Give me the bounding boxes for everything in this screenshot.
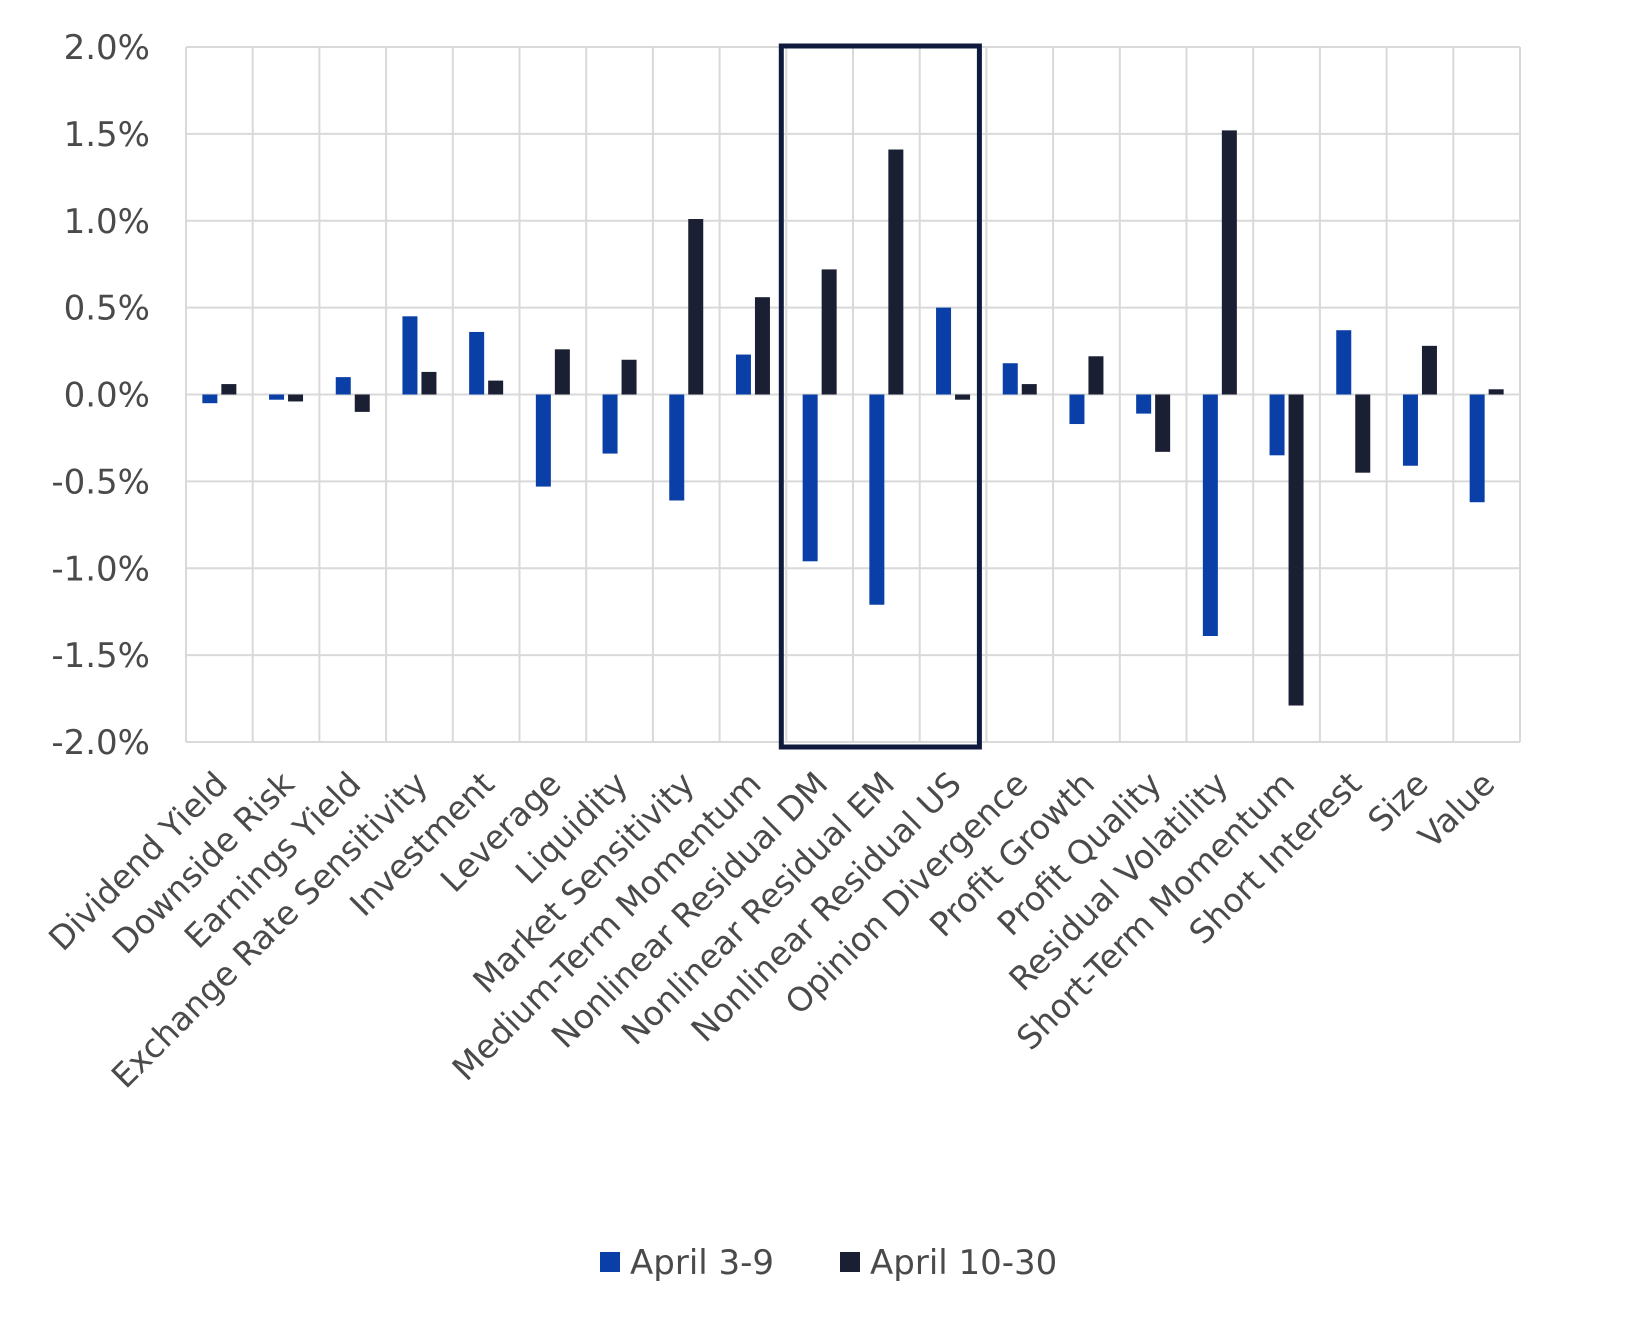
bar-series-2 (421, 371, 437, 395)
bar-series-2 (221, 384, 237, 395)
y-tick-label: 2.0% (64, 28, 150, 68)
bar-series-1 (1069, 394, 1085, 425)
y-tick-label: 0.0% (64, 376, 150, 416)
y-tick-label: -1.5% (51, 636, 150, 676)
legend-label: April 10-30 (870, 1243, 1057, 1283)
bar-series-2 (955, 394, 971, 400)
bar-series-1 (335, 377, 351, 395)
bar-series-2 (1088, 356, 1104, 395)
bar-series-2 (821, 269, 837, 395)
bar-series-1 (1202, 394, 1218, 637)
bar-series-1 (1002, 363, 1018, 395)
bar-series-1 (402, 316, 418, 395)
bar-series-1 (1269, 394, 1285, 456)
bar-series-2 (1288, 394, 1304, 706)
y-tick-label: 0.5% (64, 289, 150, 329)
bar-series-2 (621, 359, 637, 395)
bar-series-2 (288, 394, 304, 402)
bar-series-1 (269, 394, 285, 400)
bar-series-2 (554, 349, 570, 395)
y-tick-label: -1.0% (51, 549, 150, 589)
bar-series-2 (1155, 394, 1171, 452)
bar-series-2 (1021, 384, 1037, 395)
legend-swatch (600, 1252, 620, 1272)
bar-series-2 (354, 394, 370, 412)
highlight-box-group (778, 43, 982, 750)
legend-swatch (840, 1252, 860, 1272)
highlight-box (778, 43, 982, 750)
bar-series-2 (1355, 394, 1371, 473)
grid (185, 46, 1521, 743)
bar-series-2 (1488, 389, 1504, 395)
bar-series-2 (488, 380, 504, 395)
bar-series-2 (754, 297, 770, 395)
bar-series-1 (602, 394, 618, 454)
y-tick-label: -2.0% (51, 723, 150, 763)
bar-series-1 (869, 394, 885, 605)
legend: April 3-9 April 10-30 (600, 1243, 1057, 1283)
bar-series-1 (535, 394, 551, 487)
legend-label: April 3-9 (630, 1243, 774, 1283)
y-tick-label: 1.5% (64, 115, 150, 155)
y-tick-label: -0.5% (51, 462, 150, 502)
bar-series-1 (1136, 394, 1152, 414)
bar-series-1 (735, 354, 751, 395)
bar-series-1 (1402, 394, 1418, 466)
bar-series-2 (888, 149, 904, 395)
y-tick-label: 1.0% (64, 202, 150, 242)
bars (202, 130, 1504, 706)
bar-series-1 (1469, 394, 1485, 503)
bar-series-1 (936, 307, 952, 395)
bar-series-1 (1336, 330, 1352, 395)
y-axis-ticks: 2.0% 1.5% 1.0% 0.5% 0.0% -0.5% -1.0% -1.5% -2.0% (51, 28, 150, 763)
bar-series-1 (469, 331, 485, 395)
bar-series-2 (1221, 130, 1237, 395)
bar-series-1 (202, 394, 218, 404)
bar-series-1 (802, 394, 818, 562)
x-tick-label: Value (1411, 764, 1503, 856)
bar-series-1 (669, 394, 685, 501)
bar-series-2 (688, 219, 704, 395)
bar-series-2 (1421, 345, 1437, 395)
